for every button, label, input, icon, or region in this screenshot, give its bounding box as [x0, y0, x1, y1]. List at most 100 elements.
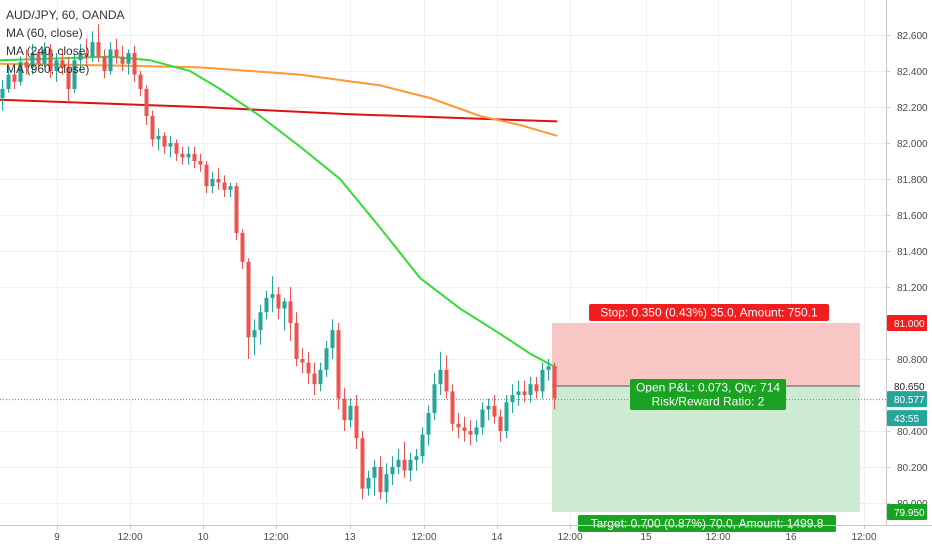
y-tick-label: 82.000 — [897, 139, 928, 150]
candle-body — [216, 179, 221, 183]
y-tick-label: 80.400 — [897, 427, 928, 438]
candle-body — [156, 135, 161, 140]
entry-price-tag-bg — [887, 378, 927, 394]
candle-body — [486, 405, 491, 410]
candle-body — [450, 391, 455, 424]
candle-body — [438, 369, 443, 385]
stop-label-bg — [589, 304, 829, 321]
ma240-legend[interactable]: MA (240, close) — [6, 44, 90, 58]
time-axis[interactable]: 9 12:00 10 12:00 13 12:00 14 12:00 15 12:00 16 12:0… — [0, 525, 932, 543]
ma960-line — [0, 98, 558, 123]
candle-body — [18, 62, 23, 82]
target-price-tag-bg — [887, 504, 927, 520]
ma60-legend[interactable]: MA (60, close) — [6, 26, 83, 40]
candle-body — [324, 348, 329, 370]
current-price-tag-text: 80.577 — [894, 395, 925, 406]
candle-body — [126, 53, 131, 64]
candle-body — [120, 56, 125, 64]
candle-body — [288, 301, 293, 323]
candle-body — [444, 369, 449, 392]
x-tick-label: 12:00 — [263, 532, 288, 543]
candle-body — [294, 323, 299, 359]
candle-body — [168, 143, 173, 147]
candle-body — [528, 384, 533, 395]
candle-body — [384, 474, 389, 493]
candle-body — [462, 427, 467, 431]
current-price-tag-bg — [887, 391, 927, 408]
candle-body — [48, 49, 53, 71]
candle-body — [372, 467, 377, 478]
candle-body — [480, 409, 485, 428]
candle-body — [192, 153, 197, 161]
candle-body — [72, 60, 77, 89]
candle-body — [234, 186, 239, 233]
candle-body — [174, 143, 179, 154]
candle-body — [42, 49, 47, 64]
candle-body — [246, 261, 251, 338]
candle-body — [360, 438, 365, 489]
candle-body — [228, 186, 233, 190]
candle-body — [552, 366, 557, 399]
pnl-label-bg — [630, 379, 786, 396]
candle-body — [180, 153, 185, 158]
target-label-bg — [578, 515, 836, 532]
position-overlay[interactable]: Stop: 0.350 (0.43%) 35.0, Amount: 750.1 T… — [578, 304, 836, 532]
candlesticks — [0, 24, 557, 503]
candle-body — [432, 384, 437, 413]
candle-body — [78, 53, 83, 61]
stop-zone — [552, 323, 860, 386]
candle-body — [342, 398, 347, 421]
y-tick-label: 82.400 — [897, 67, 928, 78]
candle-body — [96, 42, 101, 57]
y-tick-label: 80.200 — [897, 463, 928, 474]
candle-body — [456, 423, 461, 428]
countdown-tag: 43:55 — [887, 410, 927, 427]
x-tick-label: 16 — [785, 532, 797, 543]
current-price-tag: 80.577 — [887, 391, 927, 408]
rr-label-bg — [630, 393, 786, 410]
rr-label-text: Risk/Reward Ratio: 2 — [652, 395, 765, 409]
candle-body — [114, 49, 119, 57]
x-tick-label: 12:00 — [557, 532, 582, 543]
candle-body — [534, 384, 539, 392]
chart-legend: AUD/JPY, 60, OANDA MA (60, close) MA (24… — [6, 6, 125, 78]
candle-body — [300, 359, 305, 363]
candle-body — [252, 330, 257, 338]
candle-body — [264, 297, 269, 313]
target-label-text: Target: 0.700 (0.87%) 70.0, Amount: 1499… — [591, 517, 824, 531]
candle-body — [318, 369, 323, 385]
x-tick-label: 12:00 — [117, 532, 142, 543]
candle-body — [348, 405, 353, 421]
countdown-tag-bg — [887, 410, 927, 427]
candle-body — [402, 459, 407, 471]
candle-body — [504, 402, 509, 431]
candle-body — [492, 405, 497, 417]
candle-body — [108, 49, 113, 71]
candle-body — [162, 135, 167, 147]
candle-body — [12, 74, 17, 82]
stop-price-tag-text: 81.000 — [894, 319, 925, 330]
candle-body — [240, 233, 245, 262]
entry-price-tag: 80.650 — [887, 378, 927, 394]
symbol-title[interactable]: AUD/JPY, 60, OANDA — [6, 8, 125, 22]
ma240-line — [0, 62, 558, 137]
candle-body — [420, 434, 425, 457]
entry-price-tag-text: 80.650 — [894, 382, 925, 393]
candle-body — [270, 294, 275, 298]
candle-body — [426, 413, 431, 435]
ma960-legend[interactable]: MA (960, close) — [6, 62, 90, 76]
candle-body — [378, 467, 383, 493]
x-tick-label: 14 — [491, 532, 503, 543]
price-axis[interactable]: 82.600 82.400 82.200 82.000 81.800 81.600 81.4… — [886, 0, 932, 550]
target-label: Target: 0.700 (0.87%) 70.0, Amount: 1499… — [578, 515, 836, 532]
candle-body — [144, 89, 149, 116]
candle-body — [30, 53, 35, 68]
candle-body — [336, 330, 341, 399]
candle-body — [282, 301, 287, 309]
candle-body — [54, 60, 59, 71]
pnl-label-text: Open P&L: 0.073, Qty: 714 — [636, 381, 780, 395]
moving-averages — [0, 55, 558, 369]
candle-body — [312, 373, 317, 385]
position-zones[interactable] — [0, 323, 886, 512]
